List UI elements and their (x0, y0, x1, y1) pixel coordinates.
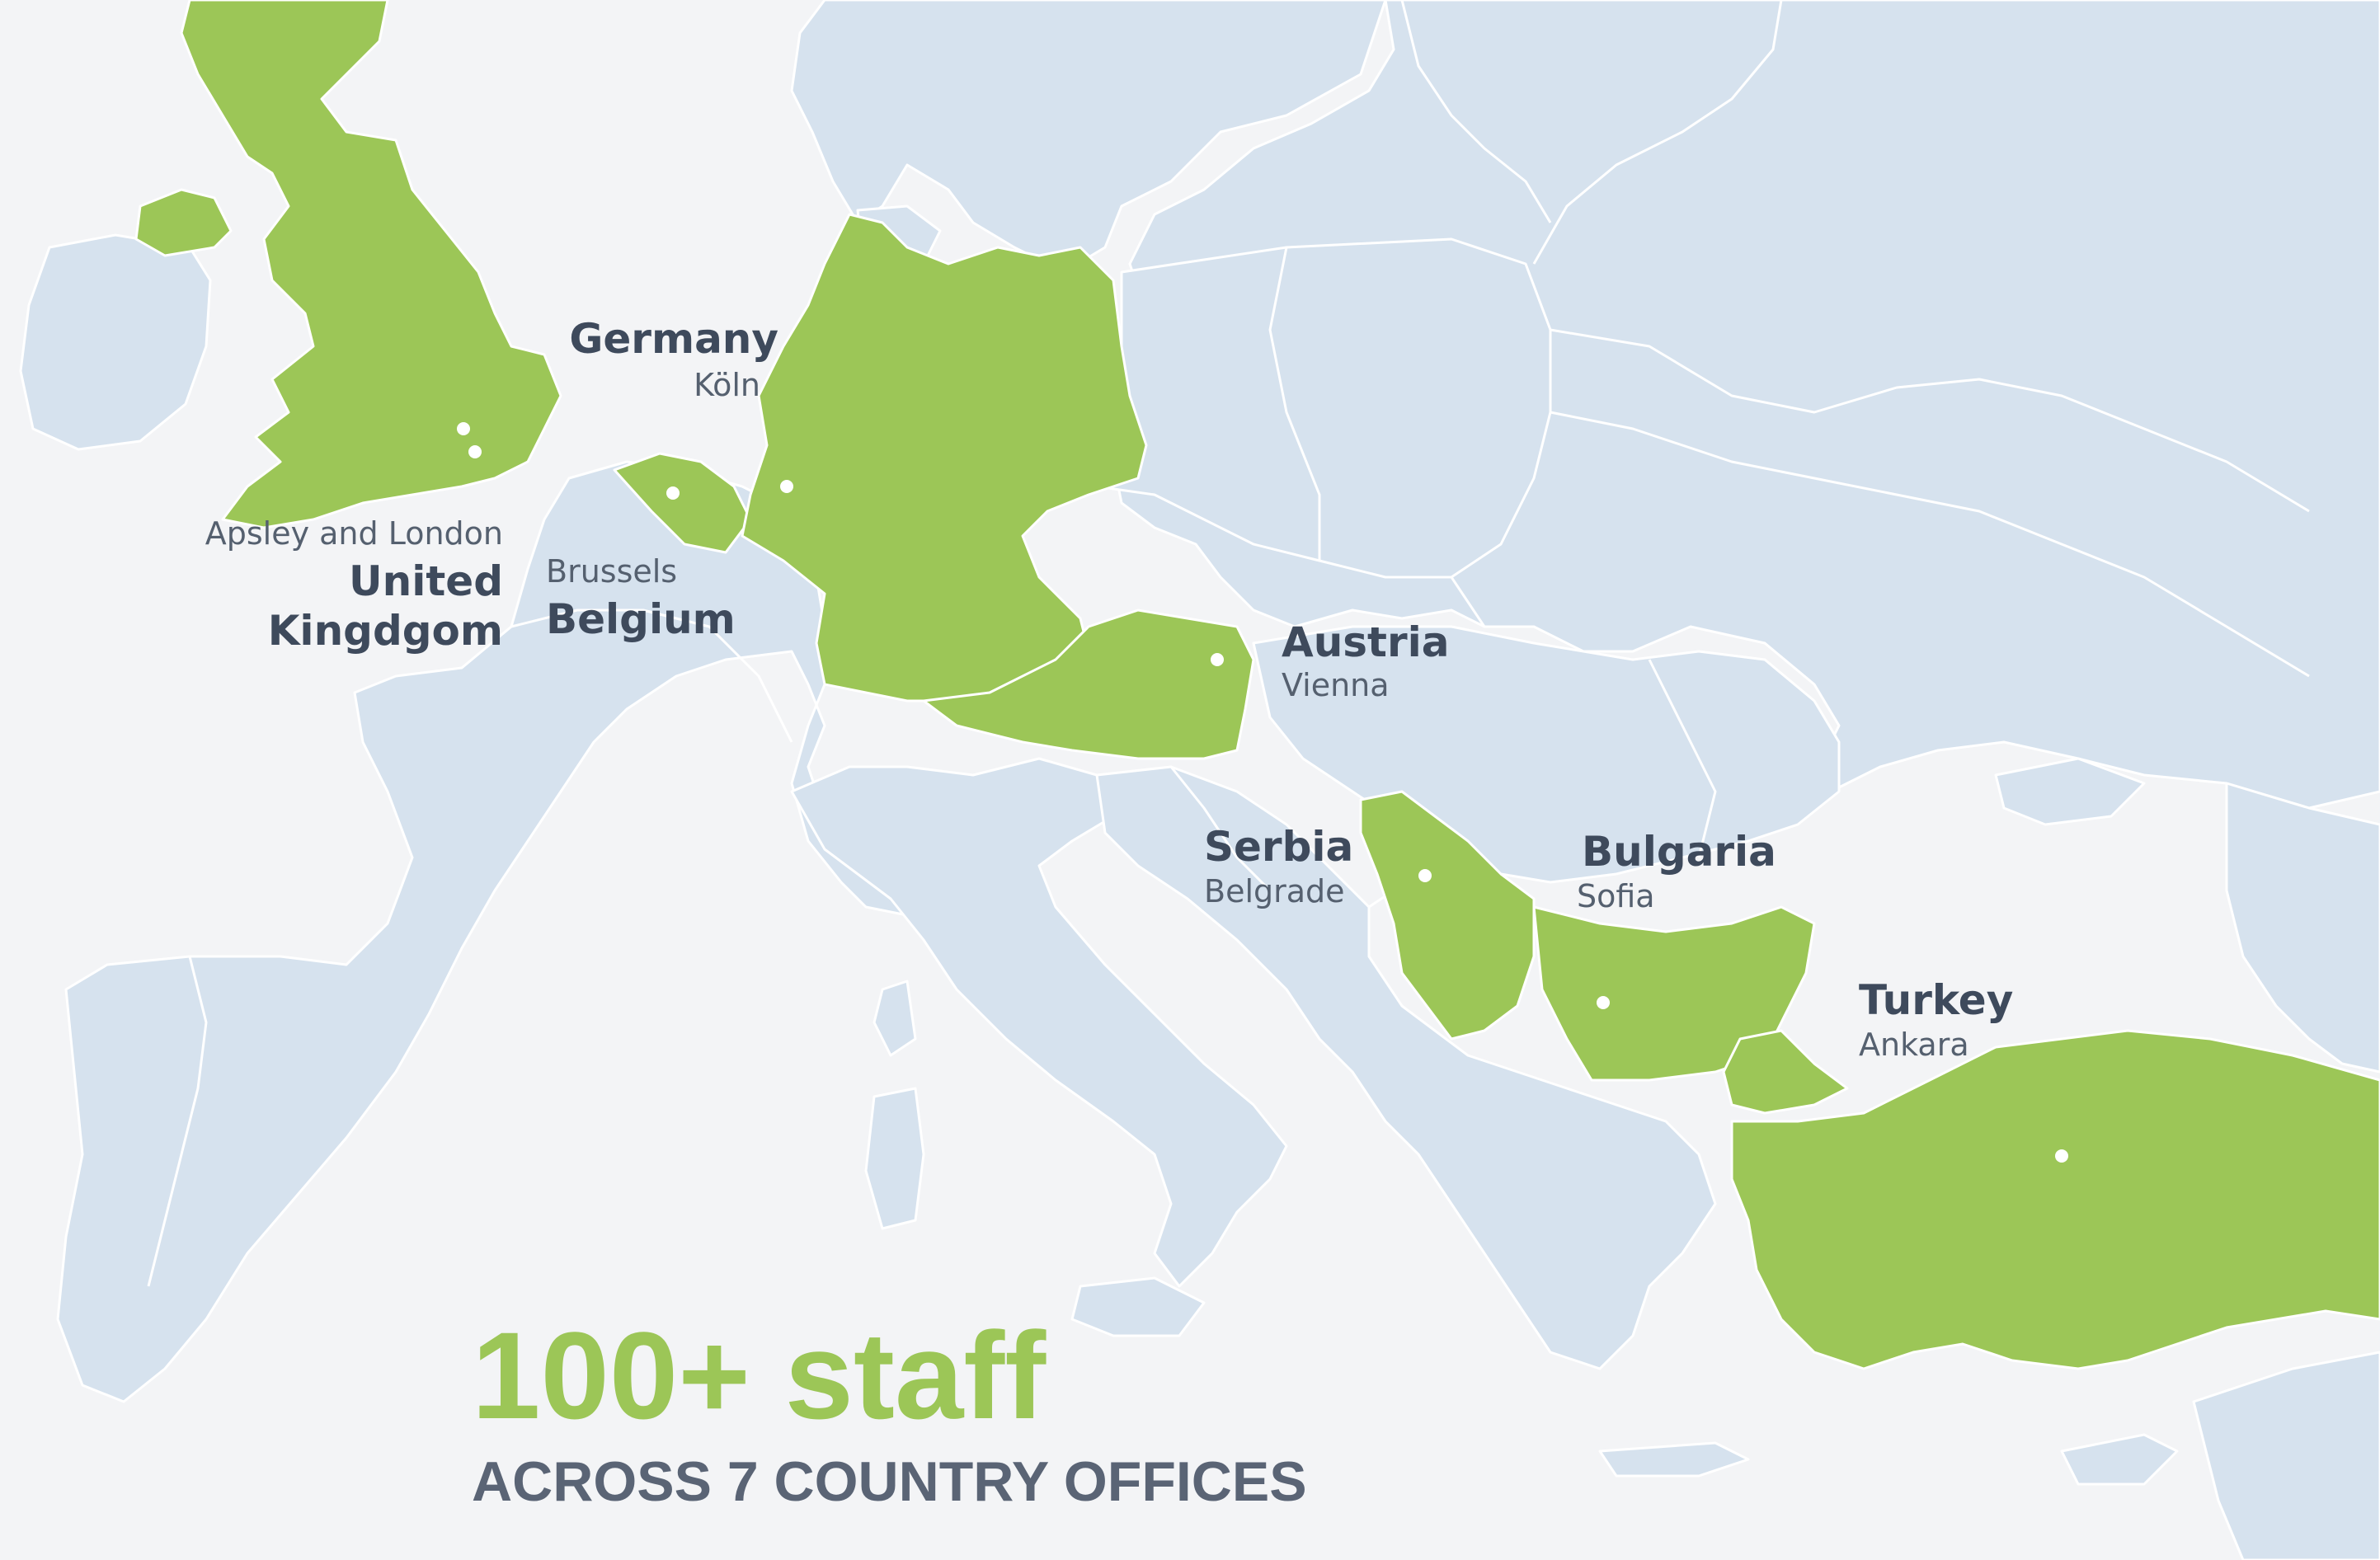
turkey-thrace-shape (1722, 1029, 1849, 1115)
germany-country-label: Germany (569, 315, 778, 363)
belgrade-dot (1418, 869, 1432, 882)
northern-ireland-shape (134, 188, 233, 257)
balkans-shape (1095, 765, 1717, 1370)
sardinia-shape (864, 1087, 925, 1230)
uk-country-label-line2: Kingdgom (268, 607, 503, 655)
london-dot (468, 445, 482, 458)
austria-country-label: Austria (1282, 618, 1450, 666)
offices-subtitle: ACROSS 7 COUNTRY OFFICES (472, 1450, 1307, 1513)
serbia-country-label: Serbia (1204, 823, 1353, 871)
uk-country-label-line1: United (349, 557, 503, 605)
brussels-dot (666, 486, 680, 500)
uk-city-label: Apsley and London (205, 515, 503, 552)
serbia-city-label: Belgrade (1204, 873, 1345, 909)
sicily-shape (1070, 1276, 1206, 1337)
belgium-country-label: Belgium (546, 595, 736, 643)
middle-east-shape (2192, 1351, 2380, 1560)
austria-city-label: Vienna (1282, 667, 1390, 703)
eastern-europe-shape (1112, 0, 2380, 810)
ankara-dot (2055, 1149, 2068, 1163)
sofia-dot (1597, 996, 1610, 1009)
corsica-shape (873, 980, 917, 1057)
crimea-shape (1994, 757, 2146, 826)
koln-dot (780, 480, 793, 493)
belgium-city-label: Brussels (546, 553, 677, 590)
france-iberia-shape (56, 460, 925, 1403)
vienna-dot (1211, 653, 1224, 666)
bulgaria-country-label: Bulgaria (1582, 828, 1776, 876)
apsley-dot (457, 422, 470, 435)
cyprus-shape (2060, 1433, 2179, 1486)
austria-shape (922, 608, 1255, 760)
serbia-shape (1359, 790, 1536, 1041)
crete-shape (1598, 1441, 1750, 1478)
bulgaria-city-label: Sofia (1577, 878, 1655, 914)
united-kingdom-shape (180, 0, 562, 529)
turkey-shape (1730, 1029, 2380, 1370)
scandinavia-shape (790, 0, 1387, 274)
turkey-country-label: Turkey (1859, 976, 2013, 1024)
caucasus-shape (2225, 782, 2380, 1074)
turkey-city-label: Ankara (1859, 1027, 1969, 1063)
staff-headline: 100+ staff (472, 1306, 1047, 1445)
germany-city-label: Köln (694, 367, 760, 403)
